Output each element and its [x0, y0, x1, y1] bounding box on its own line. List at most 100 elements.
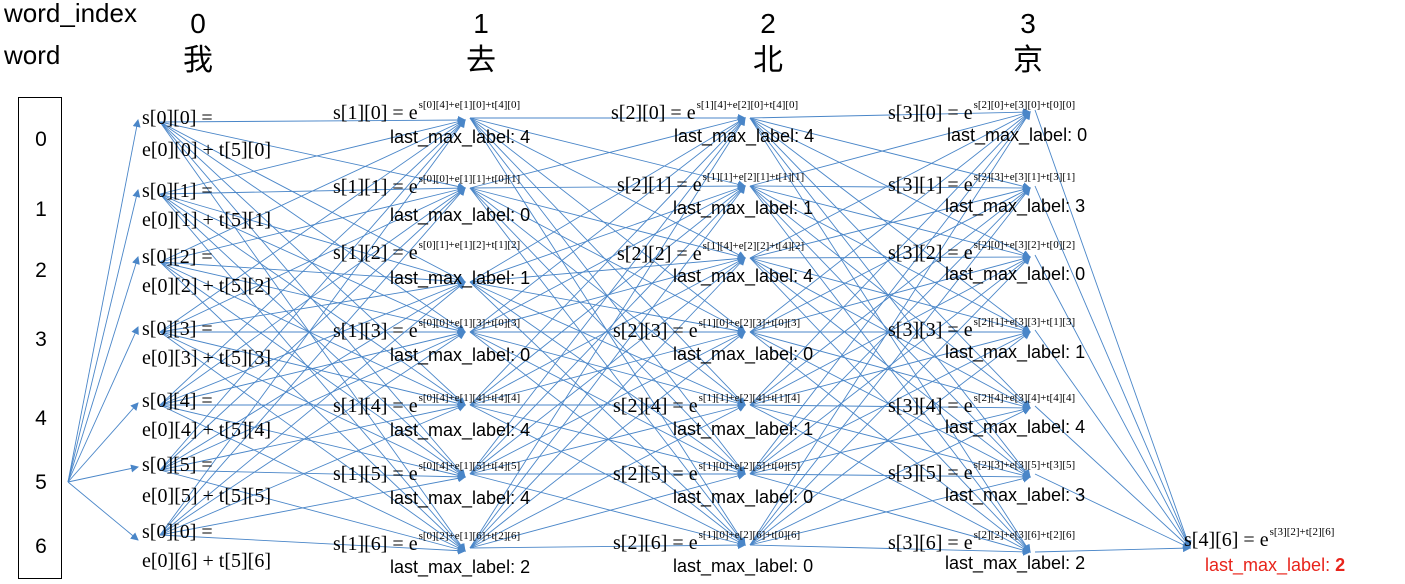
- col2-col3-edge-5-4: [749, 405, 1031, 475]
- col0-col1-edge-6-6: [159, 534, 466, 555]
- col3-node6-formula: s[3][6] = es[2][2]+e[3][6]+t[2][6]: [888, 529, 1076, 554]
- column-index-2: 2: [760, 8, 776, 39]
- col2-col3-edge-1-1: [749, 183, 1031, 192]
- col2-node5-last-max-label: last_max_label: 0: [673, 487, 814, 507]
- col1-node1-exponent: s[0][0]+e[1][1]+t[0][1]: [418, 173, 521, 185]
- col1-node3-last-max-label: last_max_label: 0: [390, 345, 531, 365]
- col2-col3-edge-0-2: [749, 117, 1031, 258]
- col2-col3-edge-4-0: [749, 111, 1031, 406]
- col0-col1-edge-2-2: [159, 261, 466, 286]
- col1-node1-formula: s[1][1] = es[0][0]+e[1][1]+t[0][1]: [333, 173, 521, 198]
- col0-node3-line1: s[0][3] =: [142, 318, 213, 340]
- col1-node0-exponent: s[0][4]+e[1][0]+t[4][0]: [418, 99, 521, 111]
- col2-col3-edge-3-1: [749, 187, 1031, 333]
- col0-col1-edge-5-1: [159, 187, 466, 471]
- col0-col1-edge-4-5: [159, 404, 466, 480]
- start-edge-0: [67, 119, 141, 483]
- col3-final-edge-2: [1034, 254, 1191, 549]
- col1-col2-edge-1-0: [469, 115, 746, 189]
- col3-node4-formula: s[3][4] = es[2][4]+e[3][4]+t[4][4]: [888, 392, 1076, 417]
- col3-node1-exponent: s[2][3]+e[3][1]+t[3][1]: [973, 171, 1076, 183]
- start-edge-4: [67, 402, 139, 483]
- col1-node2-last-max-label: last_max_label: 1: [390, 268, 531, 288]
- col0-col1-edge-0-6: [159, 121, 466, 552]
- final-last-max-label: last_max_label: 2: [1205, 556, 1345, 574]
- col0-node5-line2: e[0][5] + t[5][5]: [142, 485, 271, 507]
- col1-node5-exponent: s[0][4]+e[1][5]+t[4][5]: [418, 460, 521, 472]
- col0-col1-edge-2-6: [159, 261, 466, 552]
- col2-col3-edge-6-3: [749, 331, 1031, 546]
- col1-col2-edge-5-1: [469, 185, 746, 475]
- col3-node6-exponent: s[2][2]+e[3][6]+t[2][6]: [973, 529, 1076, 541]
- col1-node2-formula: s[1][2] = es[0][1]+e[1][2]+t[1][2]: [333, 239, 521, 264]
- final-node-exponent: s[3][2]+t[2][6]: [1269, 526, 1335, 538]
- col2-col3-edge-5-5: [749, 472, 1031, 481]
- col3-node5-last-max-label: last_max_label: 3: [945, 485, 1086, 505]
- col1-node4-formula: s[1][4] = es[0][4]+e[1][4]+t[4][4]: [333, 392, 521, 417]
- col3-final-edge-1: [1034, 185, 1191, 549]
- col2-col3-edge-2-4: [749, 257, 1031, 409]
- col1-col2-edge-2-3: [469, 281, 746, 335]
- col2-node2-formula: s[2][2] = es[1][4]+e[2][2]+t[4][2]: [617, 240, 805, 265]
- col2-col3-edge-3-0: [749, 111, 1031, 333]
- col0-node6-line1: s[0][0] =: [142, 521, 213, 543]
- col2-node0-last-max-label: last_max_label: 4: [674, 126, 815, 146]
- col2-col3-edge-2-5: [749, 257, 1031, 478]
- col2-col3-edge-4-6: [749, 404, 1031, 553]
- final-node-formula: s[4][6] = es[3][2]+t[2][6]: [1184, 526, 1335, 551]
- column-word-1: 去: [466, 43, 496, 78]
- col0-col1-edge-5-5: [159, 469, 466, 481]
- col2-col3-edge-3-4: [749, 331, 1031, 411]
- col0-node1-line2: e[0][1] + t[5][1]: [142, 209, 271, 231]
- col1-node0-last-max-label: last_max_label: 4: [390, 127, 531, 147]
- col1-col2-edge-3-1: [469, 185, 746, 333]
- col2-col3-edge-0-3: [749, 117, 1031, 333]
- col0-col1-edge-0-2: [159, 121, 466, 283]
- col3-node6-last-max-label: last_max_label: 2: [945, 553, 1086, 573]
- col0-node2-line1: s[0][2] =: [142, 246, 213, 268]
- col1-col2-edge-4-0: [469, 117, 746, 406]
- column-word-0: 我: [183, 43, 213, 78]
- col3-final-edge-0: [1034, 109, 1192, 549]
- col1-node5-last-max-label: last_max_label: 4: [390, 488, 531, 508]
- col1-col2-edge-1-3: [469, 187, 746, 333]
- col0-col1-edge-5-4: [159, 402, 466, 471]
- col0-col1-edge-2-5: [159, 261, 466, 478]
- col3-node5-formula: s[3][5] = es[2][3]+e[3][5]+t[3][5]: [888, 459, 1076, 484]
- column-index-0: 0: [190, 8, 206, 39]
- col1-col2-edge-6-0: [469, 117, 746, 549]
- col0-node4-line1: s[0][4] =: [142, 390, 213, 412]
- col0-node2-line2: e[0][2] + t[5][2]: [142, 275, 271, 297]
- col2-node3-last-max-label: last_max_label: 0: [673, 344, 814, 364]
- col1-node2-exponent: s[0][1]+e[1][2]+t[1][2]: [418, 239, 521, 251]
- col2-col3-edge-2-2: [749, 253, 1031, 262]
- col1-col2-edge-1-1: [469, 182, 746, 191]
- col3-node3-formula: s[3][3] = es[2][1]+e[3][3]+t[1][3]: [888, 316, 1076, 341]
- col0-col1-edge-4-6: [159, 404, 466, 552]
- label-list-box: [18, 97, 62, 579]
- col0-col1-edge-1-0: [159, 117, 466, 195]
- col3-node3-last-max-label: last_max_label: 1: [945, 342, 1086, 362]
- col1-col2-edge-2-5: [469, 281, 746, 475]
- col2-col3-edge-5-3: [749, 331, 1031, 475]
- label-1: 1: [35, 198, 47, 221]
- col1-col2-edge-3-6: [469, 331, 746, 546]
- col1-node5-formula: s[1][5] = es[0][4]+e[1][5]+t[4][5]: [333, 460, 521, 485]
- col2-col3-edge-4-3: [749, 329, 1031, 406]
- col2-node4-exponent: s[1][1]+e[2][4]+t[1][4]: [698, 392, 801, 404]
- col1-col2-edge-6-6: [469, 541, 746, 550]
- start-edge-6: [67, 481, 139, 541]
- col2-node5-exponent: s[1][0]+e[2][5]+t[0][5]: [698, 460, 801, 472]
- col3-node2-formula: s[3][2] = es[2][0]+e[3][2]+t[0][2]: [888, 239, 1076, 264]
- col1-col2-edge-0-2: [469, 117, 746, 259]
- col2-node6-last-max-label: last_max_label: 0: [673, 556, 814, 576]
- final-last-max-label-prefix: last_max_label:: [1205, 555, 1336, 575]
- col2-node2-last-max-label: last_max_label: 4: [673, 266, 814, 286]
- col2-col3-edge-6-6: [749, 544, 1031, 556]
- col2-node6-exponent: s[1][0]+e[2][6]+t[0][6]: [698, 529, 801, 541]
- col3-node0-exponent: s[2][0]+e[3][0]+t[0][0]: [973, 99, 1076, 111]
- col1-col2-edge-4-2: [469, 257, 746, 406]
- col2-node0-exponent: s[1][4]+e[2][0]+t[4][0]: [696, 99, 799, 111]
- start-edge-1: [67, 189, 141, 483]
- col0-col1-edge-0-0: [159, 116, 466, 125]
